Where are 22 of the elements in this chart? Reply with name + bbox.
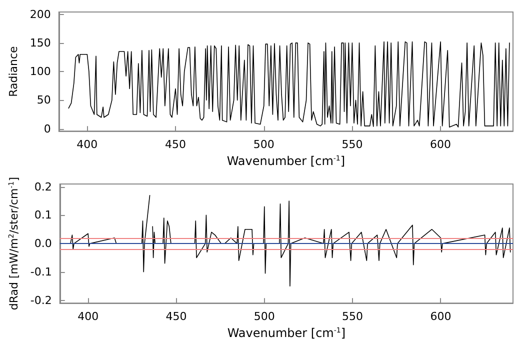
y-tick-label: 200 bbox=[30, 8, 51, 21]
y-axis-title: Radiance bbox=[7, 46, 20, 97]
line-series bbox=[68, 41, 510, 128]
y-tick-label: 150 bbox=[30, 36, 51, 50]
y-tick-label: 50 bbox=[36, 94, 51, 107]
y-tick-label: 0.2 bbox=[34, 180, 52, 194]
x-tick-label: 450 bbox=[165, 138, 186, 152]
x-tick-label: 450 bbox=[166, 310, 187, 324]
x-tick-label: 600 bbox=[430, 138, 452, 152]
x-tick-label: 500 bbox=[254, 310, 275, 324]
x-tick-label: 550 bbox=[342, 138, 363, 152]
x-tick-label: 400 bbox=[76, 138, 98, 152]
x-tick-label: 500 bbox=[253, 138, 274, 152]
x-tick-label: 550 bbox=[342, 310, 364, 324]
y-tick-label: 100 bbox=[30, 65, 51, 78]
x-tick-label: 600 bbox=[430, 310, 452, 324]
y-tick-label: -0.1 bbox=[30, 265, 52, 278]
y-tick-label: 0.0 bbox=[34, 237, 52, 250]
y-tick-label: 0 bbox=[44, 122, 51, 136]
x-tick-label: 400 bbox=[78, 310, 99, 324]
y-tick-label: 0.1 bbox=[34, 208, 52, 222]
y-tick-label: -0.2 bbox=[30, 294, 52, 307]
